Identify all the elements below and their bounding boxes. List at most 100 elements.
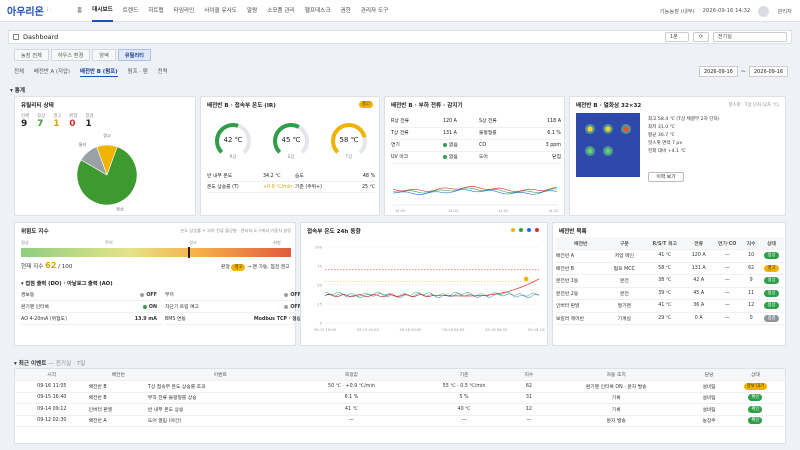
heatmap-cell: [600, 137, 604, 141]
heatmap-cell: [600, 129, 604, 133]
nav-item[interactable]: 트렌드: [122, 7, 139, 14]
table-row[interactable]: 보일러 제어반 기계실 29 ℃ 0 A —0 점검: [556, 312, 784, 325]
table-row[interactable]: 09-15 16:40 배전반 B 부하 전류 불평형률 상승 6.1 % 5 % 31 기…: [15, 392, 785, 404]
table-cell: 29 ℃: [643, 312, 687, 325]
category-tab[interactable]: 농장 전체: [14, 49, 49, 61]
history-button[interactable]: 이력 보기: [648, 172, 684, 182]
risk-scale-label: 경고: [189, 240, 197, 245]
events-section-title[interactable]: ▾ 최근 이벤트 — 전기실 · 7일: [14, 361, 86, 367]
nav-item[interactable]: 헬프데스크: [304, 7, 331, 14]
thermal-heatmap[interactable]: [576, 113, 640, 177]
table-cell: 환기팬 인터록 ON · 문자 발송: [539, 380, 693, 393]
nav-item[interactable]: 알람: [246, 7, 258, 14]
table-row[interactable]: 09-12 02:30 배전반 A 도어 열림 (야간) — — — 문자 발송 농장주 확인: [15, 415, 785, 427]
nav-item[interactable]: 타임라인: [173, 7, 195, 14]
heatmap-cell: [584, 161, 588, 165]
nav-item[interactable]: 권한: [340, 7, 351, 14]
detail-row: 온도 상승률 (T) +0.9 ℃/min 기준 (주위+) 25 ℃: [207, 182, 375, 193]
heatmap-cell: [632, 137, 636, 141]
legend-swatch[interactable]: [527, 228, 531, 232]
heatmap-cell: [620, 145, 624, 149]
heatmap-cell: [616, 117, 620, 121]
table-row[interactable]: 분전반 2동 분전 39 ℃ 45 A —11 정상: [556, 287, 784, 300]
nav-item[interactable]: 대시보드: [92, 0, 113, 22]
avatar[interactable]: [758, 5, 770, 17]
column-header[interactable]: 자동 조치: [539, 369, 693, 381]
table-row[interactable]: 인버터 판넬 팔기팬 41 ℃ 36 A —12 정상: [556, 299, 784, 313]
column-header[interactable]: 상태: [759, 237, 784, 250]
date-to-input[interactable]: 2026-09-16: [748, 66, 788, 77]
user-name[interactable]: 관리자: [777, 9, 792, 15]
interval-select[interactable]: 1분: [665, 32, 689, 42]
filter-select[interactable]: 전기실: [713, 32, 787, 42]
heatmap-cell: [636, 129, 640, 133]
heatmap-cell: [612, 165, 616, 169]
table-cell: 0 A: [686, 312, 712, 325]
hotspot: [587, 148, 593, 154]
table-cell: 42 A: [686, 274, 712, 288]
io-cell[interactable]: AO 4-20mA (위험도) 13.9 mA: [21, 314, 161, 325]
column-header[interactable]: 담당: [692, 369, 726, 381]
legend-swatch[interactable]: [535, 228, 539, 232]
y-tick-label: 75: [317, 264, 322, 269]
heatmap-cell: [632, 161, 636, 165]
column-header[interactable]: 배전반: [88, 369, 148, 381]
heatmap-cell: [612, 145, 616, 149]
table-row[interactable]: 09-14 09:12 인버터 판넬 반 내부 온도 상승 41 ℃ 40 ℃ 12 기록 설…: [15, 403, 785, 416]
detail-row: R상 전류 120 A S상 전류 118 A: [391, 116, 561, 128]
column-header[interactable]: 전류: [686, 237, 712, 250]
io-cell[interactable]: BMS 연동 Modbus TCP · 정상: [165, 314, 305, 325]
column-header[interactable]: 연기·CO: [711, 237, 744, 250]
column-header[interactable]: R/S/T 최고: [643, 237, 687, 250]
column-header[interactable]: 지수: [517, 369, 540, 381]
heatmap-cell: [580, 121, 584, 125]
table-row[interactable]: 분전반 1동 분전 38 ℃ 42 A —9 정상: [556, 274, 784, 288]
column-header[interactable]: 시각: [15, 369, 89, 381]
current-point-marker[interactable]: [523, 276, 529, 282]
subcategory-tab[interactable]: 펌프 · 팬: [127, 69, 148, 75]
table-row[interactable]: 배전반 A 저압 메인 41 ℃ 120 A —10 정상: [556, 249, 784, 263]
column-header[interactable]: 지수: [743, 237, 759, 250]
table-row[interactable]: 09-16 11:05 배전반 B T상 접속부 온도 상승률 초과 50 ℃ · +…: [15, 380, 785, 393]
category-tab[interactable]: 양액: [92, 49, 116, 61]
legend-swatch[interactable]: [511, 228, 515, 232]
subcategory-tab[interactable]: 배전반 B (펌프): [80, 69, 118, 77]
nav-item[interactable]: 소모품 관리: [267, 7, 295, 14]
nav-item[interactable]: 히트맵: [148, 7, 164, 14]
column-header[interactable]: 측정값: [292, 369, 411, 381]
table-row[interactable]: 배전반 B 펌프 MCC 58 ℃ 131 A —62 경고: [556, 262, 784, 275]
io-section-title[interactable]: ▾ 접점 출력 (DO) · 아날로그 출력 (AO): [21, 281, 113, 287]
column-header[interactable]: 배전반: [556, 237, 606, 250]
heatmap-cell: [632, 117, 636, 121]
category-tab[interactable]: 유틸리티: [117, 49, 151, 61]
date-from-input[interactable]: 2026-09-16: [698, 66, 738, 77]
app-logo[interactable]: 아우리온: [7, 7, 44, 18]
io-cell[interactable]: 환기팬 인터록 ON: [21, 302, 161, 313]
column-header[interactable]: 이벤트: [147, 369, 293, 381]
column-header[interactable]: 상태: [725, 369, 785, 381]
legend-swatch[interactable]: [519, 228, 523, 232]
column-header[interactable]: 구분: [605, 237, 644, 250]
nav-item[interactable]: 홈: [77, 7, 83, 14]
column-header[interactable]: 기준: [410, 369, 518, 381]
heatmap-cell: [580, 117, 584, 121]
plant-name[interactable]: 기능농장 (내부): [659, 9, 695, 15]
table-cell: 분전: [605, 287, 644, 300]
subcategory-tab[interactable]: 전력: [157, 69, 168, 75]
subcategory-tab[interactable]: 배전반 A (저압): [33, 69, 71, 75]
nav-item[interactable]: 관리자 도구: [360, 7, 389, 14]
io-cell[interactable]: 차단기 트립 예고 OFF: [165, 302, 305, 313]
io-cell[interactable]: 경보등 OFF: [21, 290, 161, 301]
section-stats-title[interactable]: ▾ 통계: [10, 88, 26, 94]
heatmap-cell: [616, 157, 620, 161]
refresh-icon[interactable]: ⟳: [693, 32, 709, 42]
heatmap-cell: [588, 113, 592, 117]
category-tab[interactable]: 하우스 환경: [50, 49, 91, 61]
heatmap-cell: [596, 141, 600, 145]
heatmap-cell: [576, 173, 580, 177]
dashboard-checkbox[interactable]: [13, 34, 19, 40]
io-cell[interactable]: 부저 OFF: [165, 290, 305, 301]
nav-item[interactable]: 사이클 유사도: [204, 7, 237, 14]
subcategory-tab[interactable]: 전체: [14, 69, 24, 75]
heatmap-cell: [604, 133, 608, 137]
